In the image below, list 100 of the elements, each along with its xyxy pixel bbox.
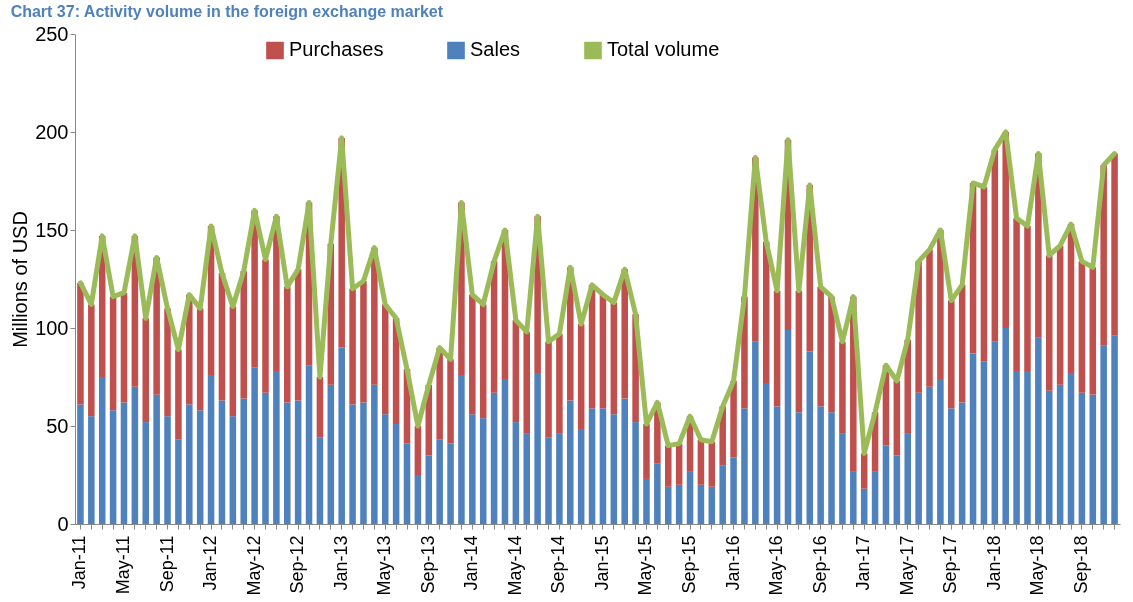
bar: [240, 398, 247, 524]
bar: [610, 414, 618, 524]
bar: [1013, 218, 1020, 372]
bar: [1078, 261, 1086, 393]
bar: [414, 475, 422, 524]
bar: [1089, 394, 1097, 524]
x-tick-label: Jan-14: [461, 535, 482, 591]
bar: [817, 286, 824, 407]
bar: [1035, 337, 1042, 524]
bar: [425, 455, 433, 524]
bar: [349, 404, 356, 524]
bar: [926, 386, 933, 524]
bar: [338, 347, 345, 524]
bar: [784, 329, 792, 524]
y-axis-title: Millions of USD: [9, 211, 32, 348]
bar: [948, 300, 955, 409]
bar: [1013, 371, 1020, 524]
bar: [741, 408, 748, 524]
bar: [1045, 390, 1053, 524]
bar: [567, 400, 574, 524]
bar: [664, 445, 672, 487]
bar: [479, 418, 487, 524]
bar: [196, 308, 204, 411]
bar: [98, 377, 106, 524]
bar: [120, 402, 128, 524]
x-tick-label: Sep-14: [548, 535, 569, 594]
bar: [762, 382, 770, 524]
bar: [490, 392, 498, 524]
bar: [730, 380, 737, 458]
bar: [229, 306, 237, 417]
bar: [403, 443, 411, 524]
bar: [915, 392, 922, 524]
x-tick-label: May-18: [1027, 535, 1048, 596]
x-tick-label: Sep-13: [417, 535, 438, 594]
bar: [1100, 345, 1107, 524]
bar: [523, 433, 531, 524]
bar: [545, 341, 552, 438]
bar: [436, 439, 443, 524]
bar: [948, 408, 955, 524]
bar: [904, 433, 911, 524]
bar: [142, 422, 150, 524]
bar: [349, 288, 356, 405]
bar: [305, 365, 313, 524]
bar: [850, 471, 857, 524]
bar: [447, 443, 454, 524]
bar: [697, 484, 705, 524]
bar: [632, 422, 639, 524]
bar: [251, 367, 258, 524]
y-tick-label: 250: [35, 22, 69, 45]
bar: [1056, 384, 1064, 524]
bar: [447, 359, 454, 444]
bar: [577, 324, 585, 430]
bar: [218, 400, 226, 524]
legend-label: Total volume: [607, 38, 720, 61]
bar: [969, 353, 977, 524]
bar: [142, 318, 150, 423]
bar: [316, 437, 324, 524]
bar: [153, 394, 160, 524]
bar: [795, 290, 803, 413]
bar: [381, 304, 389, 415]
bar: [937, 378, 944, 524]
bar: [316, 377, 324, 438]
bar: [991, 341, 999, 524]
legend-label: Purchases: [289, 38, 384, 61]
bar: [229, 416, 237, 524]
bar: [806, 351, 814, 524]
bar: [730, 457, 737, 524]
bar: [186, 404, 193, 524]
bar: [88, 304, 95, 417]
x-tick-label: Jan-17: [853, 535, 874, 591]
y-tick-label: 100: [35, 316, 69, 339]
bar: [109, 410, 117, 524]
bar: [708, 486, 716, 524]
x-tick-label: May-11: [112, 535, 133, 595]
bar: [1111, 153, 1118, 336]
bar: [893, 455, 901, 524]
bar: [980, 361, 988, 524]
bar: [501, 378, 509, 524]
bar: [545, 437, 552, 524]
bar: [577, 429, 585, 524]
bar: [719, 465, 726, 524]
x-tick-label: Jan-18: [983, 535, 1004, 591]
bar: [392, 424, 400, 524]
bar: [871, 471, 879, 524]
bar: [773, 406, 781, 524]
y-tick-label: 200: [35, 120, 69, 143]
bar: [469, 414, 476, 524]
bar: [523, 331, 531, 434]
bar: [207, 375, 215, 524]
bar: [926, 249, 933, 387]
bar: [599, 408, 607, 524]
x-tick-label: May-14: [504, 535, 525, 596]
x-tick-label: May-17: [896, 535, 917, 596]
bar: [240, 271, 247, 399]
bar: [828, 412, 835, 524]
x-tick-label: Jan-12: [200, 535, 221, 591]
bar: [175, 349, 182, 440]
bar: [817, 406, 824, 524]
bar: [360, 280, 367, 403]
bar: [360, 402, 367, 524]
